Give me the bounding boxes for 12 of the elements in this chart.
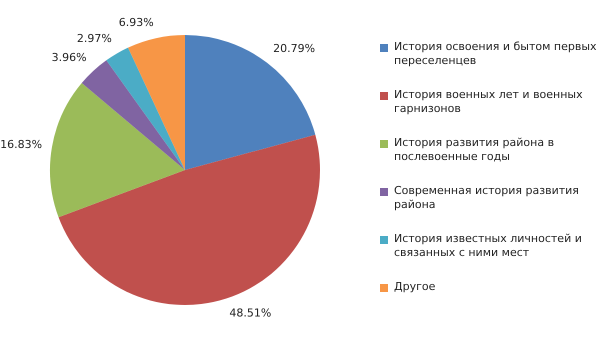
legend-label: История военных лет и военных гарнизонов <box>394 88 584 116</box>
legend-label: Другое <box>394 280 436 294</box>
legend-label: Современная история развития района <box>394 184 580 212</box>
legend-label: История освоения и бытом первых переселенцев <box>394 40 598 68</box>
data-label: 3.96% <box>52 50 87 64</box>
legend-label: История развития района в послевоенные годы <box>394 136 556 164</box>
data-label: 6.93% <box>118 16 154 29</box>
data-label: 16.83% <box>0 138 42 152</box>
legend-label: История известных личностей и связанных с ними мест <box>394 232 583 260</box>
data-label: 2.97% <box>76 32 112 46</box>
data-label: 20.79% <box>273 42 316 56</box>
data-label: 48.51% <box>229 306 272 320</box>
